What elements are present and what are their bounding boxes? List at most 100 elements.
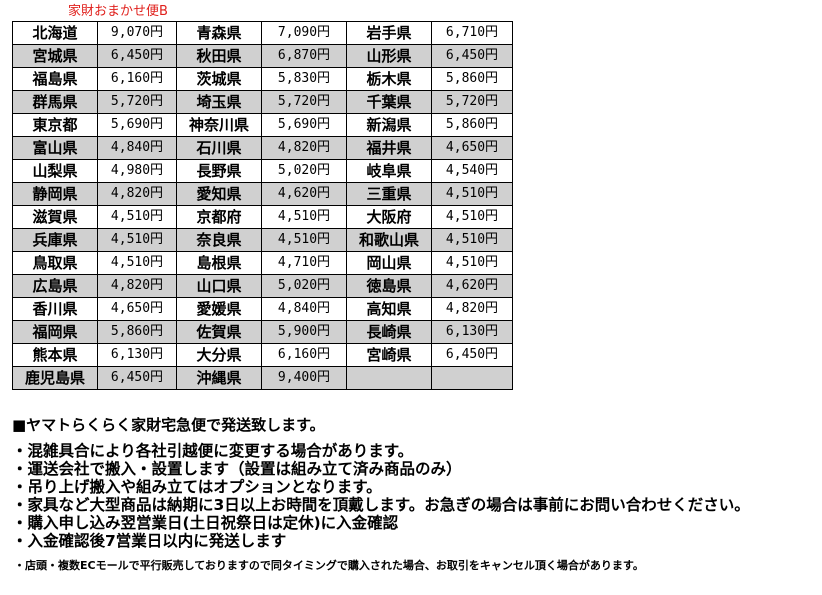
prefecture-cell: 大阪府 [346, 205, 432, 229]
table-row: 鳥取県 4,510円 島根県 4,710円 岡山県 4,510円 [12, 251, 513, 275]
note-item: ・家具など大型商品は納期に3日以上お時間を頂戴します。お急ぎの場合は事前にお問い… [12, 496, 750, 514]
shipping-fee-table: 北海道 9,070円 青森県 7,090円 岩手県 6,710円 宮城県 6,450円 秋田県 6… [12, 21, 513, 390]
price-cell: 9,070円 [97, 21, 177, 45]
price-cell: 6,130円 [431, 320, 513, 344]
prefecture-cell: 茨城県 [176, 67, 262, 91]
table-row: 北海道 9,070円 青森県 7,090円 岩手県 6,710円 [12, 21, 513, 45]
prefecture-cell: 宮崎県 [346, 343, 432, 367]
prefecture-cell: 香川県 [12, 297, 98, 321]
price-cell: 5,720円 [431, 90, 513, 114]
price-cell: 5,860円 [431, 113, 513, 137]
prefecture-cell: 奈良県 [176, 228, 262, 252]
price-cell: 4,510円 [431, 182, 513, 206]
table-row: 富山県 4,840円 石川県 4,820円 福井県 4,650円 [12, 136, 513, 160]
prefecture-cell: 山形県 [346, 44, 432, 68]
price-cell: 4,510円 [261, 228, 347, 252]
table-row: 東京都 5,690円 神奈川県 5,690円 新潟県 5,860円 [12, 113, 513, 137]
price-cell: 5,690円 [97, 113, 177, 137]
price-cell: 5,690円 [261, 113, 347, 137]
prefecture-cell: 京都府 [176, 205, 262, 229]
prefecture-cell: 青森県 [176, 21, 262, 45]
prefecture-cell: 福岡県 [12, 320, 98, 344]
prefecture-cell: 東京都 [12, 113, 98, 137]
table-row: 群馬県 5,720円 埼玉県 5,720円 千葉県 5,720円 [12, 90, 513, 114]
price-cell: 4,710円 [261, 251, 347, 275]
prefecture-cell: 岐阜県 [346, 159, 432, 183]
prefecture-cell: 群馬県 [12, 90, 98, 114]
price-cell: 6,130円 [97, 343, 177, 367]
prefecture-cell: 北海道 [12, 21, 98, 45]
price-cell: 5,720円 [97, 90, 177, 114]
price-cell: 4,820円 [97, 274, 177, 298]
table-row: 香川県 4,650円 愛媛県 4,840円 高知県 4,820円 [12, 297, 513, 321]
prefecture-cell: 埼玉県 [176, 90, 262, 114]
prefecture-cell: 岩手県 [346, 21, 432, 45]
prefecture-cell: 長崎県 [346, 320, 432, 344]
price-cell: 4,620円 [261, 182, 347, 206]
price-cell: 4,510円 [431, 251, 513, 275]
prefecture-cell: 長野県 [176, 159, 262, 183]
price-cell: 6,160円 [261, 343, 347, 367]
note-item: ・混雑具合により各社引越便に変更する場合があります。 [12, 442, 414, 460]
note-item: ・運送会社で搬入・設置します（設置は組み立て済み商品のみ） [12, 460, 462, 478]
price-cell: 5,900円 [261, 320, 347, 344]
price-cell: 5,860円 [97, 320, 177, 344]
prefecture-cell: 秋田県 [176, 44, 262, 68]
prefecture-cell: 佐賀県 [176, 320, 262, 344]
price-cell: 6,710円 [431, 21, 513, 45]
price-cell: 5,720円 [261, 90, 347, 114]
price-cell: 4,840円 [97, 136, 177, 160]
prefecture-cell: 岡山県 [346, 251, 432, 275]
prefecture-cell: 鳥取県 [12, 251, 98, 275]
price-cell: 5,020円 [261, 159, 347, 183]
shipping-notes: ■ヤマトらくらく家財宅急便で発送致します。 ・混雑具合により各社引越便に変更する… [12, 414, 750, 550]
table-row: 鹿児島県 6,450円 沖縄県 9,400円 [12, 366, 513, 390]
price-cell: 4,510円 [97, 205, 177, 229]
price-cell: 4,650円 [97, 297, 177, 321]
prefecture-cell: 山口県 [176, 274, 262, 298]
prefecture-cell: 山梨県 [12, 159, 98, 183]
price-cell: 4,820円 [431, 297, 513, 321]
prefecture-cell: 高知県 [346, 297, 432, 321]
price-cell: 7,090円 [261, 21, 347, 45]
prefecture-cell: 兵庫県 [12, 228, 98, 252]
price-cell: 4,980円 [97, 159, 177, 183]
prefecture-cell: 新潟県 [346, 113, 432, 137]
price-cell: 4,540円 [431, 159, 513, 183]
price-cell: 4,820円 [261, 136, 347, 160]
price-cell: 4,650円 [431, 136, 513, 160]
table-row: 兵庫県 4,510円 奈良県 4,510円 和歌山県 4,510円 [12, 228, 513, 252]
price-cell: 5,020円 [261, 274, 347, 298]
prefecture-cell: 和歌山県 [346, 228, 432, 252]
price-cell: 6,870円 [261, 44, 347, 68]
price-cell: 5,830円 [261, 67, 347, 91]
price-cell: 4,510円 [431, 228, 513, 252]
prefecture-cell: 島根県 [176, 251, 262, 275]
price-cell: 4,510円 [431, 205, 513, 229]
prefecture-cell: 福井県 [346, 136, 432, 160]
table-row: 福島県 6,160円 茨城県 5,830円 栃木県 5,860円 [12, 67, 513, 91]
price-cell: 6,450円 [97, 44, 177, 68]
footnote: ・店頭・複数ECモールで平行販売しておりますので同タイミングで購入された場合、お… [14, 559, 644, 572]
table-row: 広島県 4,820円 山口県 5,020円 徳島県 4,620円 [12, 274, 513, 298]
prefecture-cell: 宮城県 [12, 44, 98, 68]
price-cell: 4,510円 [261, 205, 347, 229]
prefecture-cell: 大分県 [176, 343, 262, 367]
price-cell: 4,820円 [97, 182, 177, 206]
price-cell: 6,450円 [431, 44, 513, 68]
prefecture-cell: 愛媛県 [176, 297, 262, 321]
prefecture-cell [346, 366, 432, 390]
prefecture-cell: 栃木県 [346, 67, 432, 91]
table-row: 滋賀県 4,510円 京都府 4,510円 大阪府 4,510円 [12, 205, 513, 229]
table-row: 静岡県 4,820円 愛知県 4,620円 三重県 4,510円 [12, 182, 513, 206]
prefecture-cell: 千葉県 [346, 90, 432, 114]
prefecture-cell: 熊本県 [12, 343, 98, 367]
table-row: 山梨県 4,980円 長野県 5,020円 岐阜県 4,540円 [12, 159, 513, 183]
prefecture-cell: 愛知県 [176, 182, 262, 206]
note-item: ・購入申し込み翌営業日(土日祝祭日は定休)に入金確認 [12, 514, 399, 532]
prefecture-cell: 福島県 [12, 67, 98, 91]
price-cell: 6,450円 [431, 343, 513, 367]
prefecture-cell: 富山県 [12, 136, 98, 160]
price-cell: 4,840円 [261, 297, 347, 321]
table-row: 熊本県 6,130円 大分県 6,160円 宮崎県 6,450円 [12, 343, 513, 367]
